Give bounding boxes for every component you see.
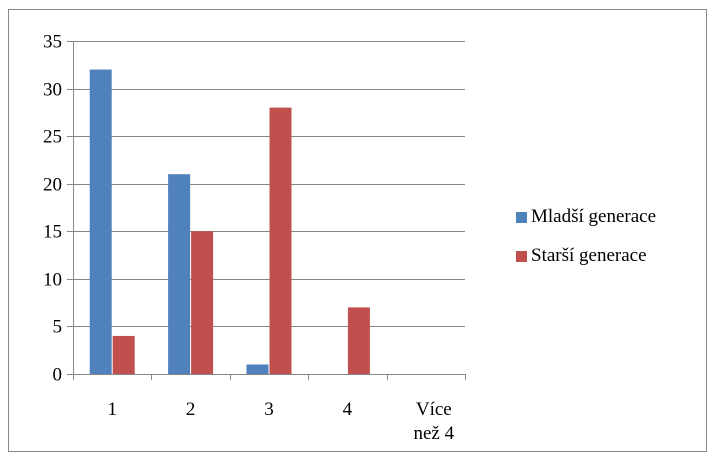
legend-label-series-1: Mladší generace <box>531 206 657 227</box>
y-tick-label: 5 <box>53 317 63 338</box>
bar-series-2-cat-4 <box>347 307 370 374</box>
x-tick-label: 3 <box>264 399 274 420</box>
x-tick-label: 2 <box>186 399 196 420</box>
legend-label-series-2: Starší generace <box>531 245 647 266</box>
legend-swatch-series-2 <box>516 250 527 262</box>
bar-series-1-cat-2 <box>168 174 191 374</box>
bar-series-1-cat-1 <box>89 69 112 375</box>
bars <box>89 69 370 375</box>
x-tick-label: 4 <box>343 399 353 420</box>
y-tick-label: 20 <box>43 175 62 196</box>
bar-series-2-cat-2 <box>191 231 214 374</box>
legend-item-series-1: Mladší generace <box>516 206 657 227</box>
bar-series-2-cat-3 <box>269 107 292 374</box>
y-tick-label: 10 <box>43 270 62 291</box>
tick-labels: 0 5 10 15 20 25 30 35 1 2 3 4 Více než 4 <box>43 32 455 445</box>
legend-item-series-2: Starší generace <box>516 245 656 266</box>
y-tick-label: 0 <box>53 365 63 386</box>
bar-series-1-cat-3 <box>246 364 269 374</box>
bar-series-2-cat-1 <box>112 335 135 374</box>
y-tick-label: 30 <box>43 80 62 101</box>
y-tick-label: 35 <box>43 32 62 53</box>
y-tick-label: 15 <box>43 222 62 243</box>
chart-frame: 0 5 10 15 20 25 30 35 1 2 3 4 Více než 4 Mladší gener… <box>8 9 707 452</box>
axes <box>67 41 466 380</box>
y-tick-label: 25 <box>43 127 62 148</box>
legend-swatch-series-1 <box>516 211 527 223</box>
x-tick-label: Více než 4 <box>413 399 454 444</box>
legend: Mladší generace Starší generace <box>516 206 657 285</box>
x-tick-label: 1 <box>107 399 117 420</box>
bar-chart: 0 5 10 15 20 25 30 35 1 2 3 4 Více než 4 <box>43 32 466 445</box>
gridlines <box>73 41 465 327</box>
